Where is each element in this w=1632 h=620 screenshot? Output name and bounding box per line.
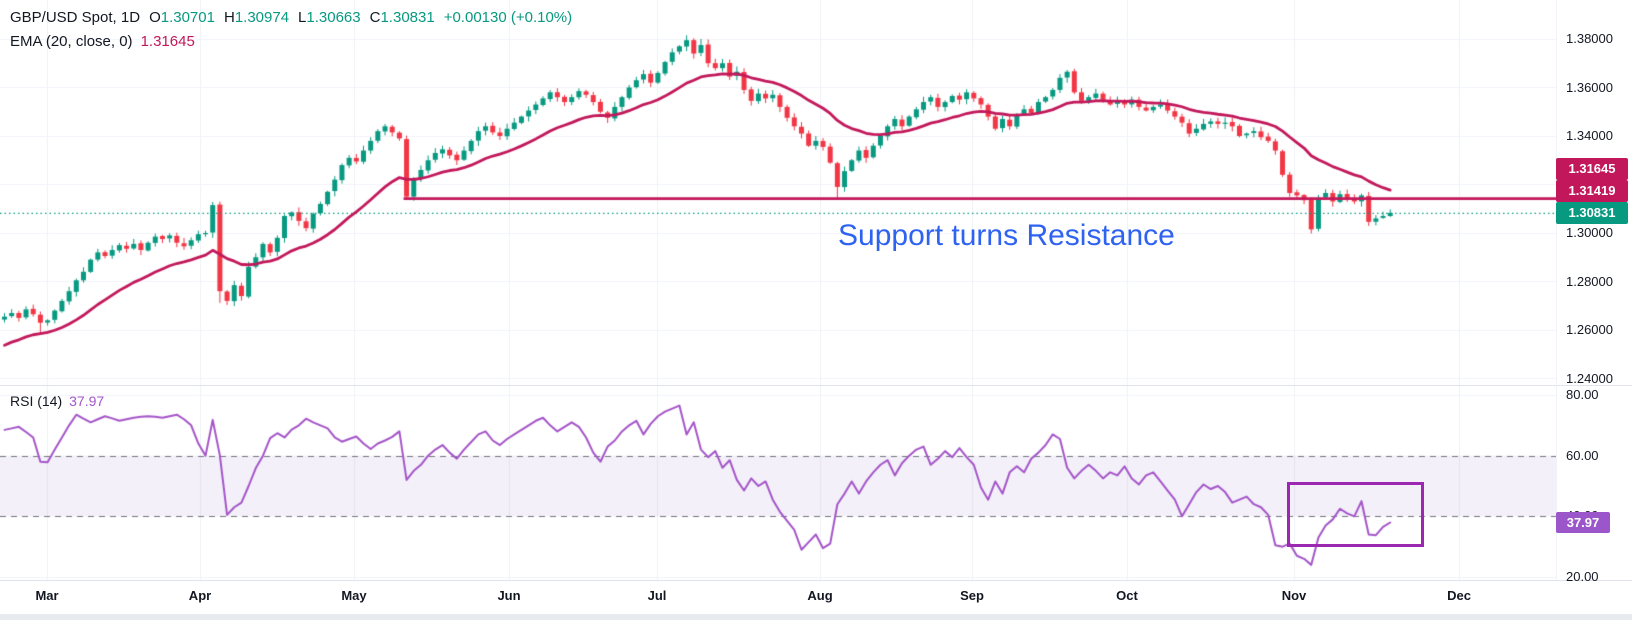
- price-pane-canvas[interactable]: [0, 0, 1556, 385]
- rsi-value-badge: 37.97: [1556, 511, 1610, 533]
- bottom-scroll-strip: [0, 614, 1632, 620]
- rsi-value: 37.97: [69, 393, 105, 409]
- month-tick-label: Jul: [647, 588, 667, 603]
- month-tick-label: Oct: [1116, 588, 1138, 603]
- ema-value: 1.31645: [140, 33, 195, 50]
- ema-legend[interactable]: EMA (20, close, 0) 1.31645: [10, 30, 195, 53]
- change-value: +0.00130 (+0.10%): [443, 9, 573, 26]
- symbol-title[interactable]: GBP/USD Spot, 1D: [10, 9, 141, 26]
- month-tick-label: Sep: [960, 588, 984, 603]
- price-tick-label: 1.24000: [1566, 370, 1613, 386]
- time-axis-separator: [0, 580, 1632, 581]
- rsi-tick-label: 80.00: [1566, 387, 1599, 402]
- rsi-legend[interactable]: RSI (14) 37.97: [10, 393, 104, 409]
- last-price-badge: 1.30831: [1556, 201, 1628, 224]
- ohlc-item: L1.30663: [298, 9, 361, 26]
- support-resistance-annotation[interactable]: Support turns Resistance: [838, 219, 1175, 252]
- month-tick-label: Apr: [188, 588, 212, 603]
- month-tick-label: May: [341, 588, 367, 603]
- price-tick-label: 1.38000: [1566, 31, 1613, 46]
- sr-level-badge: 1.31419: [1556, 179, 1628, 202]
- rsi-tick-label: 60.00: [1566, 447, 1599, 463]
- rsi-tick-label: 20.00: [1566, 568, 1599, 584]
- symbol-legend[interactable]: GBP/USD Spot, 1D O1.30701 H1.30974 L1.30663…: [10, 6, 572, 29]
- ohlc-item: C1.30831: [369, 9, 435, 26]
- ohlc-item: O1.30701: [149, 9, 215, 26]
- ema-price-badge: 1.31645: [1556, 157, 1628, 180]
- price-tick-label: 1.30000: [1566, 225, 1613, 240]
- rsi-label: RSI (14): [10, 393, 63, 409]
- ohlc-values: O1.30701 H1.30974 L1.30663 C1.30831: [140, 9, 435, 26]
- price-tick-label: 1.34000: [1566, 128, 1613, 143]
- price-axis-border: [1556, 0, 1557, 580]
- month-tick-label: Aug: [807, 588, 833, 603]
- month-tick-label: Mar: [35, 588, 59, 603]
- month-tick-label: Nov: [1281, 588, 1307, 603]
- ohlc-item: H1.30974: [223, 9, 290, 26]
- month-tick-label: Jun: [497, 588, 521, 603]
- ema-label: EMA (20, close, 0): [10, 33, 133, 50]
- price-tick-label: 1.26000: [1566, 322, 1613, 337]
- rsi-highlight-box[interactable]: [1287, 482, 1424, 547]
- month-tick-label: Dec: [1447, 588, 1471, 603]
- price-tick-label: 1.36000: [1566, 79, 1613, 95]
- pane-separator[interactable]: [0, 385, 1632, 386]
- price-tick-label: 1.28000: [1566, 273, 1613, 289]
